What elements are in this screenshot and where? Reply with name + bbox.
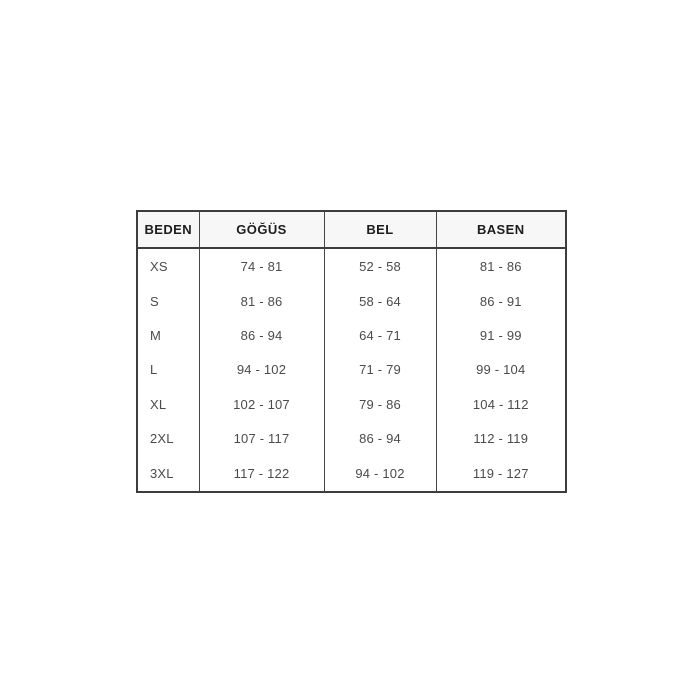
hips-range: 91 - 99 (435, 318, 566, 353)
size-label: S (150, 294, 159, 310)
size-label: XL (150, 396, 167, 412)
size-label: 2XL (150, 430, 174, 446)
waist-range: 64 - 71 (323, 318, 436, 353)
table-row-l: L 94 - 102 71 - 79 99 - 104 (137, 352, 566, 388)
header-cell-chest: GÖĞÜS (198, 211, 324, 249)
chest-range: 102 - 107 (198, 387, 324, 422)
chest-range: 86 - 94 (198, 318, 324, 353)
size-label: L (150, 362, 158, 378)
chest-range: 94 - 102 (198, 352, 324, 388)
waist-range: 58 - 64 (323, 284, 436, 319)
waist-range: 94 - 102 (323, 455, 436, 492)
table-row-m: M 86 - 94 64 - 71 91 - 99 (137, 318, 566, 353)
waist-range: 52 - 58 (323, 248, 436, 285)
size-chart-table: BEDEN GÖĞÜS BEL BASEN XS 74 - 81 52 - 58… (136, 210, 567, 493)
size-label: 3XL (150, 465, 174, 481)
chest-range: 117 - 122 (198, 455, 324, 492)
chest-range: 107 - 117 (198, 421, 324, 456)
table-row-s: S 81 - 86 58 - 64 86 - 91 (137, 284, 566, 319)
hips-range: 119 - 127 (435, 455, 566, 492)
waist-range: 86 - 94 (323, 421, 436, 456)
waist-range: 71 - 79 (323, 352, 436, 388)
table-row-xl: XL 102 - 107 79 - 86 104 - 112 (137, 387, 566, 422)
header-cell-size: BEDEN (137, 211, 199, 249)
size-label: XS (150, 259, 168, 275)
hips-range: 81 - 86 (435, 248, 566, 285)
hips-range: 104 - 112 (435, 387, 566, 422)
hips-range: 99 - 104 (435, 352, 566, 388)
chest-range: 74 - 81 (198, 248, 324, 285)
hips-range: 86 - 91 (435, 284, 566, 319)
hips-range: 112 - 119 (435, 421, 566, 456)
table-row-3xl: 3XL 117 - 122 94 - 102 119 - 127 (137, 455, 566, 492)
chest-range: 81 - 86 (198, 284, 324, 319)
header-cell-waist: BEL (323, 211, 436, 249)
size-label: M (150, 328, 162, 344)
waist-range: 79 - 86 (323, 387, 436, 422)
header-cell-hips: BASEN (435, 211, 566, 249)
table-row-2xl: 2XL 107 - 117 86 - 94 112 - 119 (137, 421, 566, 456)
header-row: BEDEN GÖĞÜS BEL BASEN (137, 211, 566, 249)
table-row-xs: XS 74 - 81 52 - 58 81 - 86 (137, 248, 566, 285)
